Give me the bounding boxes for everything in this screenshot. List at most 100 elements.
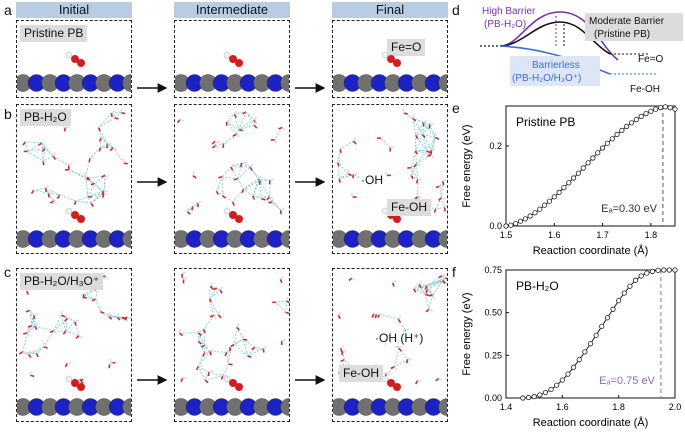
- hydrogen-bond: [422, 134, 436, 138]
- oxygen-atom: [229, 211, 237, 219]
- water-bond: [23, 332, 28, 335]
- hydrogen-bond: [439, 186, 442, 198]
- water-bond: [73, 200, 77, 205]
- x-tick-label: 1.5: [500, 230, 513, 240]
- water-bond: [281, 126, 286, 131]
- water-bond: [112, 147, 118, 151]
- hydrogen-atom: [223, 207, 231, 215]
- water-bond: [350, 192, 354, 198]
- water-bond: [121, 111, 126, 115]
- hydrogen-bond: [229, 338, 244, 348]
- y-axis-label: Free energy (eV): [461, 292, 473, 375]
- carbon-atom: [122, 230, 131, 248]
- data-point: [638, 273, 644, 279]
- data-point: [672, 267, 678, 273]
- hydrogen-bond: [210, 350, 227, 353]
- water-bond: [30, 189, 35, 194]
- water-bond: [427, 284, 432, 287]
- hydrogen-atom: [65, 375, 73, 383]
- water-bond: [116, 316, 121, 321]
- water-bond: [183, 277, 188, 281]
- hydrogen-bond: [269, 180, 271, 198]
- atoms-a-final: [333, 51, 447, 92]
- water-bond: [438, 377, 443, 382]
- water-bond: [230, 163, 235, 168]
- hydrogen-bond: [269, 196, 282, 211]
- water-bond: [180, 377, 184, 383]
- data-point: [525, 394, 532, 401]
- water-bond: [99, 310, 105, 314]
- water-bond: [202, 328, 206, 334]
- water-bond: [393, 366, 398, 371]
- panel-a-initial: Pristine PB: [16, 20, 132, 98]
- water-bond: [33, 312, 38, 316]
- hydrogen-bond: [33, 315, 36, 327]
- hydrogen-bond: [94, 174, 106, 184]
- hydrogen-bond: [83, 287, 98, 295]
- water-bond: [208, 370, 213, 373]
- y-tick-label: 0.25: [484, 350, 502, 360]
- panel-b-initial: PB-H₂O: [16, 104, 132, 254]
- water-bond: [339, 148, 342, 154]
- atoms-a-initial: [17, 51, 131, 92]
- hydrogen-bond: [108, 316, 118, 318]
- x-axis-label: Reaction coordinate (Å): [533, 416, 649, 429]
- water-bond: [413, 288, 417, 293]
- hydrogen-bond: [429, 124, 436, 138]
- water-bond: [109, 147, 114, 152]
- hydrogen-bond: [272, 201, 281, 211]
- fe-o-label: Fe=O: [387, 39, 426, 56]
- water-bond: [418, 280, 423, 285]
- water-bond: [178, 328, 182, 334]
- oxygen-atom: [71, 55, 79, 63]
- hydrogen-bond: [426, 285, 434, 296]
- water-bond: [191, 206, 194, 211]
- water-bond: [116, 313, 120, 318]
- x-tick-label: 1.7: [596, 230, 609, 240]
- data-point: [522, 216, 528, 222]
- hydrogen-bond: [87, 196, 92, 204]
- data-point: [532, 210, 538, 216]
- water-bond: [203, 325, 208, 330]
- fe-oh-label-c: Fe-OH: [339, 365, 383, 382]
- hydrogen-bond: [337, 148, 341, 163]
- pb-h2o-label: PB-H₂O: [20, 109, 71, 126]
- hydrogen-bond: [228, 347, 231, 365]
- water-bond: [269, 178, 275, 181]
- hydrogen-bond: [90, 193, 105, 204]
- water-bond: [386, 372, 391, 375]
- water-bond: [268, 180, 271, 185]
- water-bond: [204, 379, 209, 384]
- water-bond: [417, 195, 422, 199]
- water-bond: [53, 330, 57, 335]
- water-bond: [65, 125, 70, 129]
- plot-frame: [505, 105, 676, 227]
- barrier-schematic: High Barrier (PB-H₂O) Moderate Barrier (…: [480, 6, 683, 95]
- x-tick-label: 1.6: [548, 230, 561, 240]
- hydrogen-bond: [98, 127, 102, 139]
- water-bond: [197, 340, 202, 345]
- hydrogen-bond: [427, 277, 446, 286]
- water-bond: [413, 285, 418, 290]
- water-bond: [380, 137, 384, 143]
- water-bond: [415, 179, 419, 184]
- hydrogen-bond: [197, 352, 206, 367]
- hydrogen-bond: [222, 363, 229, 376]
- water-bond: [416, 163, 421, 167]
- water-bond: [424, 285, 428, 290]
- y-tick-label: 0.0: [489, 221, 502, 231]
- water-bond: [430, 154, 435, 159]
- data-point: [632, 277, 639, 283]
- water-bond: [410, 171, 415, 176]
- x-tick-label: 1.6: [556, 402, 569, 412]
- water-bond: [41, 142, 46, 147]
- hydrogen-bond: [374, 367, 387, 375]
- x-tick-label: 1.4: [500, 402, 513, 412]
- water-bond: [218, 176, 223, 179]
- water-bond: [101, 190, 105, 195]
- water-bond: [343, 359, 348, 364]
- oh-radical-label-b: ·OH: [359, 173, 385, 188]
- water-bond: [36, 350, 41, 354]
- hydrogen-bond: [52, 155, 69, 166]
